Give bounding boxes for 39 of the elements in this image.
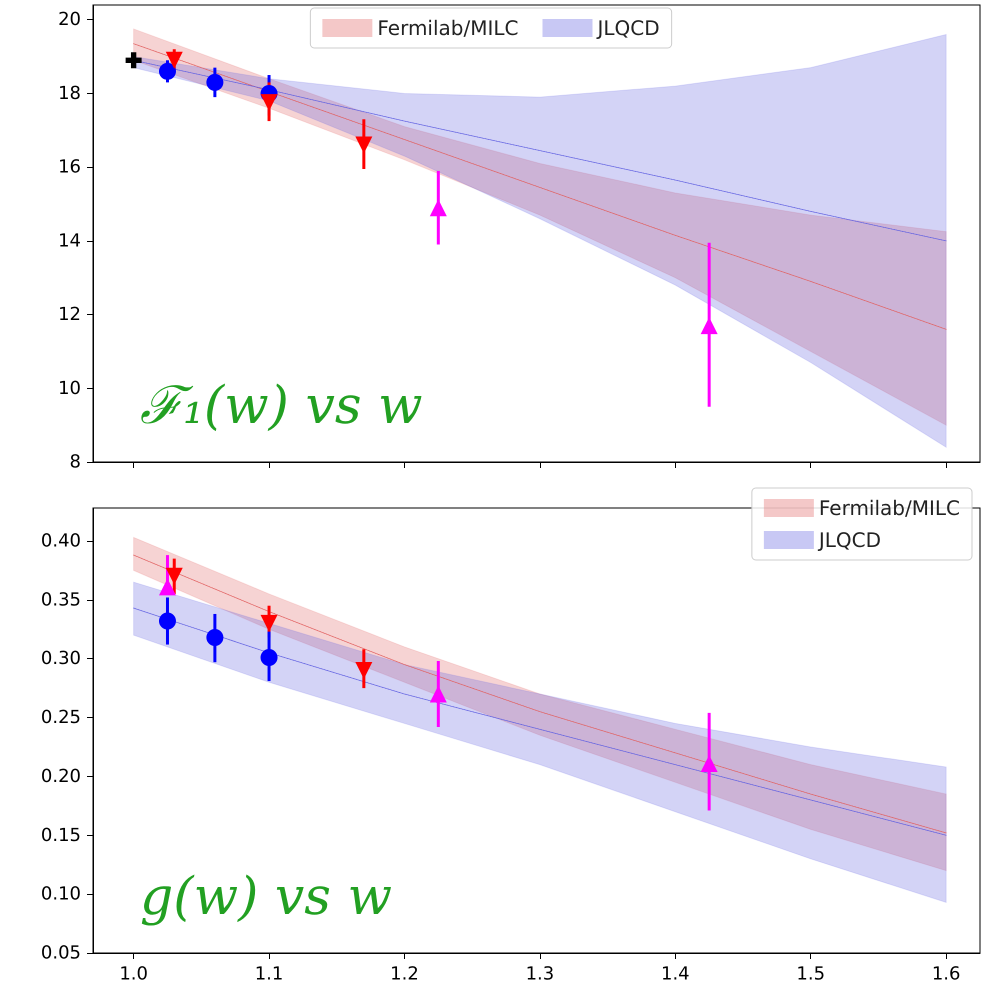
y-tick-label: 0.15: [40, 824, 81, 846]
y-tick-label: 0.35: [40, 589, 81, 610]
legend-label: Fermilab/MILC: [377, 16, 518, 40]
legend-label: Fermilab/MILC: [818, 496, 960, 520]
y-tick-label: 0.30: [40, 648, 81, 670]
point: [260, 649, 278, 666]
annotation: g(w) vs w: [140, 867, 392, 927]
point: [126, 52, 142, 68]
x-tick-label: 1.0: [119, 964, 148, 984]
point: [206, 629, 224, 646]
annotation: ℱ₁(w) vs w: [140, 376, 423, 436]
line-series: [133, 43, 947, 330]
y-tick-label: 16: [58, 156, 81, 178]
point: [159, 612, 176, 630]
y-tick-label: 0.20: [40, 766, 81, 787]
y-tick-label: 0.10: [40, 884, 81, 905]
point: [166, 52, 183, 69]
x-tick-label: 1.5: [796, 964, 826, 984]
x-tick-label: 1.2: [390, 964, 419, 984]
y-tick-label: 0.05: [40, 942, 81, 964]
x-tick-label: 1.3: [526, 964, 554, 984]
x-tick-label: 1.1: [254, 964, 284, 984]
point: [260, 614, 278, 632]
y-tick-label: 20: [58, 9, 81, 30]
line-series: [133, 554, 947, 834]
line-series: [133, 608, 947, 836]
y-tick-label: 18: [58, 82, 81, 104]
legend-label: JLQCD: [816, 528, 882, 552]
y-tick-label: 0.40: [40, 530, 81, 552]
x-tick-label: 1.6: [932, 964, 960, 984]
point: [206, 74, 224, 91]
x-tick-label: 1.4: [660, 964, 690, 984]
y-tick-label: 12: [58, 304, 81, 326]
y-tick-label: 0.25: [40, 707, 81, 728]
legend-label: JLQCD: [595, 16, 660, 40]
y-tick-label: 10: [58, 378, 81, 399]
y-tick-label: 14: [58, 230, 81, 252]
point: [159, 62, 176, 80]
y-tick-label: 8: [70, 452, 81, 472]
